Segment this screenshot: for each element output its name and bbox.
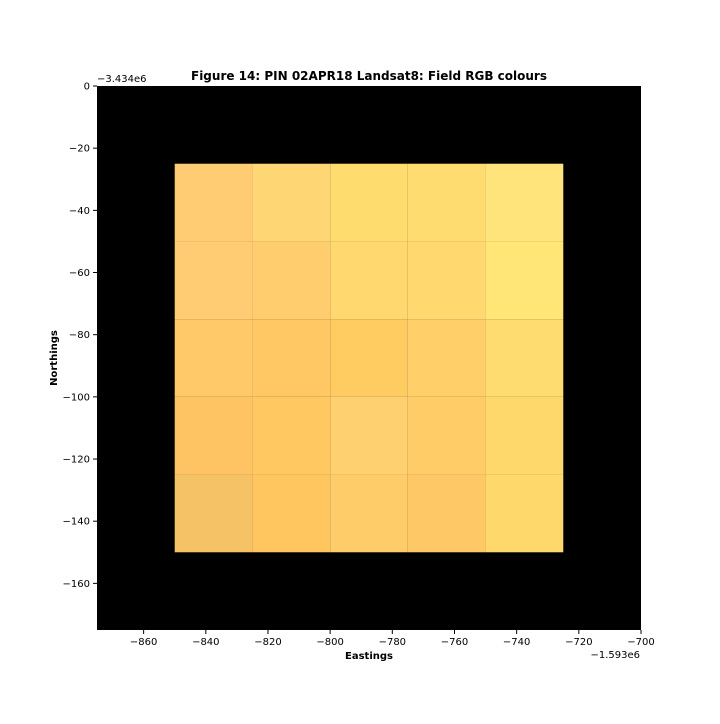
x-tick-label: −820 [254, 637, 281, 648]
x-axis-offset-label: −1.593e6 [590, 650, 640, 661]
heatmap-cell [407, 396, 486, 475]
heatmap-cells [174, 163, 564, 553]
heatmap-cell [330, 163, 408, 242]
y-tick-label: −160 [63, 579, 90, 590]
x-axis-label: Eastings [345, 651, 393, 662]
heatmap-cell [330, 396, 408, 475]
y-tick-label: −40 [69, 206, 90, 217]
y-axis-ticks: 0 −20 −40 −60 −80 −100 −120 −140 −160 [63, 82, 97, 590]
y-tick-label: −20 [69, 144, 90, 155]
y-axis-label: Northings [49, 330, 60, 386]
heatmap-cell [174, 396, 253, 475]
heatmap-cell [485, 163, 564, 242]
x-tick-label: −840 [192, 637, 219, 648]
heatmap-cell [330, 319, 408, 397]
heatmap-cell [330, 241, 408, 320]
heatmap-cell [174, 163, 253, 242]
heatmap-cell [252, 163, 331, 242]
heatmap-cell [485, 241, 564, 320]
y-tick-label: −140 [63, 517, 90, 528]
y-axis-offset-label: −3.434e6 [97, 74, 147, 85]
y-tick-label: 0 [84, 82, 90, 93]
heatmap-cell [407, 241, 486, 320]
heatmap-cell [485, 474, 564, 553]
heatmap-cell [252, 319, 331, 397]
heatmap-cell [174, 319, 253, 397]
heatmap-cell [485, 396, 564, 475]
x-tick-label: −740 [503, 637, 530, 648]
x-tick-label: −780 [379, 637, 406, 648]
y-tick-label: −100 [63, 392, 90, 403]
x-tick-label: −760 [441, 637, 468, 648]
heatmap-cell [407, 163, 486, 242]
heatmap-cell [174, 474, 253, 553]
x-tick-label: −800 [316, 637, 343, 648]
heatmap-cell [407, 319, 486, 397]
heatmap-cell [174, 241, 253, 320]
y-tick-label: −80 [69, 330, 90, 341]
heatmap-cell [252, 241, 331, 320]
y-tick-label: −60 [69, 268, 90, 279]
x-axis-ticks: −860 −840 −820 −800 −780 −760 −740 −720 −700 [130, 630, 655, 648]
x-tick-label: −700 [627, 637, 654, 648]
heatmap-cell [330, 474, 408, 553]
heatmap-cell [252, 474, 331, 553]
x-tick-label: −720 [565, 637, 592, 648]
y-tick-label: −120 [63, 455, 90, 466]
x-tick-label: −860 [130, 637, 157, 648]
heatmap-cell [252, 396, 331, 475]
heatmap-cell [485, 319, 564, 397]
chart-title: Figure 14: PIN 02APR18 Landsat8: Field R… [191, 69, 547, 83]
heatmap-cell [407, 474, 486, 553]
